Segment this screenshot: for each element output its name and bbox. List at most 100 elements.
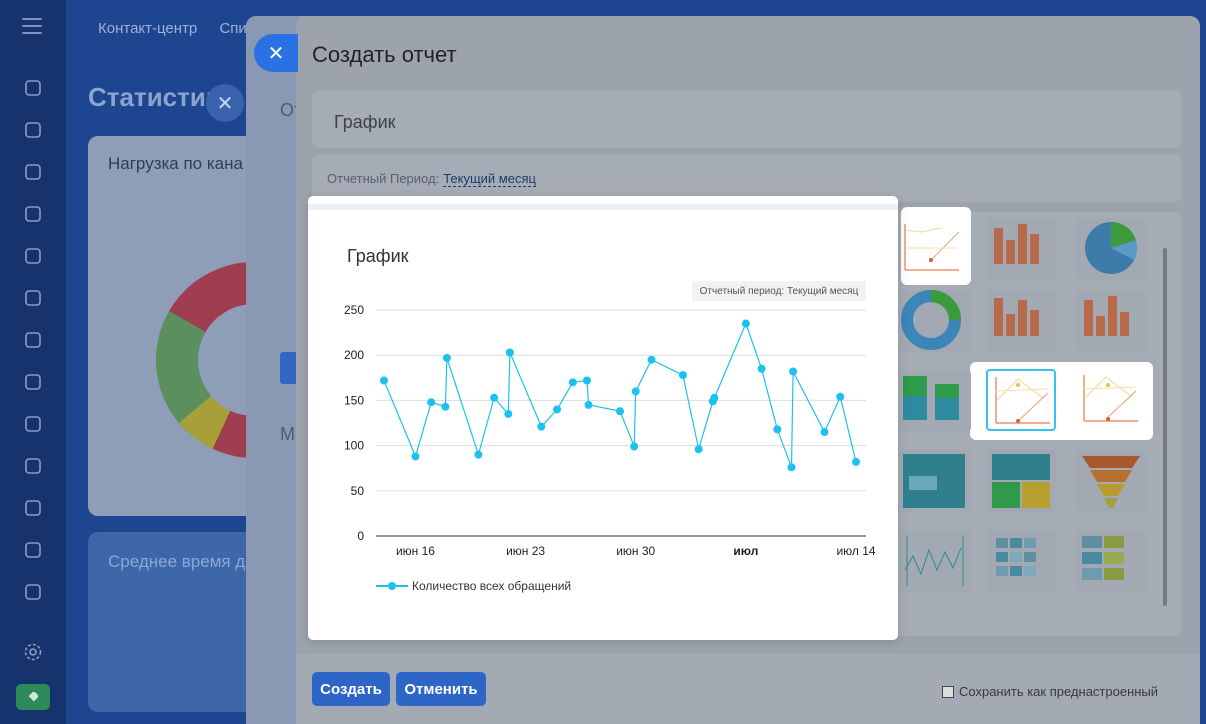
modal-title: Создать отчет: [312, 42, 457, 67]
save-preset-option[interactable]: Сохранить как преднастроенный: [942, 684, 1158, 699]
nav-item-contact-center[interactable]: Контакт-центр: [98, 20, 198, 37]
x-tick-label: июл: [733, 544, 758, 558]
cancel-button[interactable]: Отменить: [396, 672, 486, 706]
data-point: [505, 348, 514, 357]
menu-icon[interactable]: [22, 18, 42, 34]
line-chart: 0 50 100 150 200 250 июн 16 июн 23 июн 30 июл июл …: [344, 303, 876, 558]
data-point: [553, 405, 562, 414]
period-selector[interactable]: Текущий месяц: [443, 171, 536, 187]
x-tick-label: июн 16: [396, 544, 435, 558]
data-point: [710, 393, 719, 402]
data-point: [630, 442, 639, 451]
avg-time-card: [88, 532, 268, 712]
y-tick-label: 0: [357, 529, 364, 543]
mail-icon[interactable]: [14, 408, 52, 440]
series-line: [383, 321, 857, 468]
data-point: [820, 428, 829, 437]
thumb-bar-chart-2[interactable]: [986, 290, 1056, 352]
y-tick-label: 150: [344, 393, 364, 407]
thumb-line-chart-selected[interactable]: [986, 369, 1056, 431]
document-icon[interactable]: [14, 156, 52, 188]
y-tick-label: 200: [344, 348, 364, 362]
data-point: [631, 387, 640, 396]
thumb-bar-chart-3[interactable]: [1076, 290, 1146, 352]
card-icon[interactable]: [14, 366, 52, 398]
report-name-field[interactable]: График: [312, 90, 1182, 148]
data-point: [787, 463, 796, 472]
preview-top-divider: [308, 204, 898, 210]
data-point: [380, 376, 388, 385]
preview-title: График: [347, 246, 409, 266]
create-button[interactable]: Создать: [312, 672, 390, 706]
data-point: [441, 402, 450, 411]
x-tick-label: июн 23: [506, 544, 545, 558]
thumb-donut-chart[interactable]: [901, 290, 971, 352]
avg-time-title: Среднее время д: [108, 552, 246, 571]
people-icon[interactable]: [14, 450, 52, 482]
chat-icon[interactable]: [14, 114, 52, 146]
period-badge: Отчетный период: Текущий месяц: [692, 281, 866, 301]
x-tick-label: июн 30: [616, 544, 655, 558]
data-point: [741, 319, 750, 328]
report-period-field: Отчетный Период: Текущий месяц: [312, 154, 1182, 202]
thumb-pie-chart[interactable]: [1076, 218, 1146, 280]
left-sidebar: [0, 0, 66, 724]
thumb-grid-chart[interactable]: [1076, 530, 1146, 592]
thumb-multi-number-widget[interactable]: [986, 450, 1056, 512]
settings-gear-icon[interactable]: [14, 636, 52, 668]
data-point: [474, 450, 483, 459]
hexagon-icon[interactable]: [14, 198, 52, 230]
presentation-icon[interactable]: [14, 324, 52, 356]
archive-icon[interactable]: [14, 576, 52, 608]
gallery-scrollbar[interactable]: [1163, 248, 1167, 606]
panel-label-2: М: [280, 424, 295, 444]
save-preset-checkbox[interactable]: [942, 685, 954, 698]
data-point: [757, 364, 766, 373]
load-by-channels-title: Нагрузка по кана: [108, 154, 243, 173]
y-tick-label: 50: [351, 484, 365, 498]
data-point: [411, 452, 420, 461]
checkbox-icon[interactable]: [14, 492, 52, 524]
data-point: [678, 371, 687, 380]
nav-item-truncated[interactable]: Спи: [219, 20, 247, 37]
data-point: [647, 355, 656, 364]
data-point: [568, 378, 577, 387]
data-point: [852, 457, 860, 466]
thumb-bar-chart-1[interactable]: [986, 218, 1056, 280]
top-nav: Контакт-центр Спи: [98, 20, 265, 37]
thumb-sparkline[interactable]: [901, 530, 971, 592]
y-tick-label: 250: [344, 303, 364, 317]
thumb-line-chart-alt[interactable]: [1076, 369, 1146, 431]
calendar-icon[interactable]: [14, 240, 52, 272]
rocket-icon[interactable]: [16, 684, 50, 710]
report-name-value: График: [334, 112, 396, 132]
schedule-icon[interactable]: [14, 534, 52, 566]
background-page-title: Статистик: [88, 82, 219, 112]
background-close-icon[interactable]: ✕: [206, 84, 244, 122]
save-preset-label: Сохранить как преднастроенный: [959, 684, 1159, 699]
puzzle-icon[interactable]: [14, 72, 52, 104]
data-point: [427, 398, 436, 407]
data-point: [773, 425, 782, 434]
thumb-stacked-bar[interactable]: [901, 370, 971, 432]
data-point: [584, 400, 593, 409]
chart-legend: Количество всех обращений: [376, 579, 571, 593]
sidebar-icons: [14, 72, 52, 618]
thumb-number-widget[interactable]: [901, 450, 971, 512]
legend-marker: [376, 581, 408, 591]
legend-label: Количество всех обращений: [412, 579, 572, 593]
data-point: [616, 407, 624, 416]
data-point: [537, 422, 546, 431]
data-point: [789, 367, 798, 376]
thumb-heatmap[interactable]: [986, 530, 1056, 592]
thumb-line-chart[interactable]: [901, 218, 969, 280]
file-icon[interactable]: [14, 282, 52, 314]
thumb-funnel-chart[interactable]: [1076, 450, 1146, 512]
panel-button[interactable]: [280, 352, 300, 384]
data-point: [836, 392, 845, 401]
close-modal-button[interactable]: ✕: [254, 34, 298, 72]
chart-preview-card: График Отчетный период: Текущий месяц 0 5…: [308, 196, 898, 640]
data-point: [694, 445, 703, 454]
period-label: Отчетный Период: Текущий месяц: [327, 171, 536, 187]
close-icon: ✕: [267, 42, 285, 65]
